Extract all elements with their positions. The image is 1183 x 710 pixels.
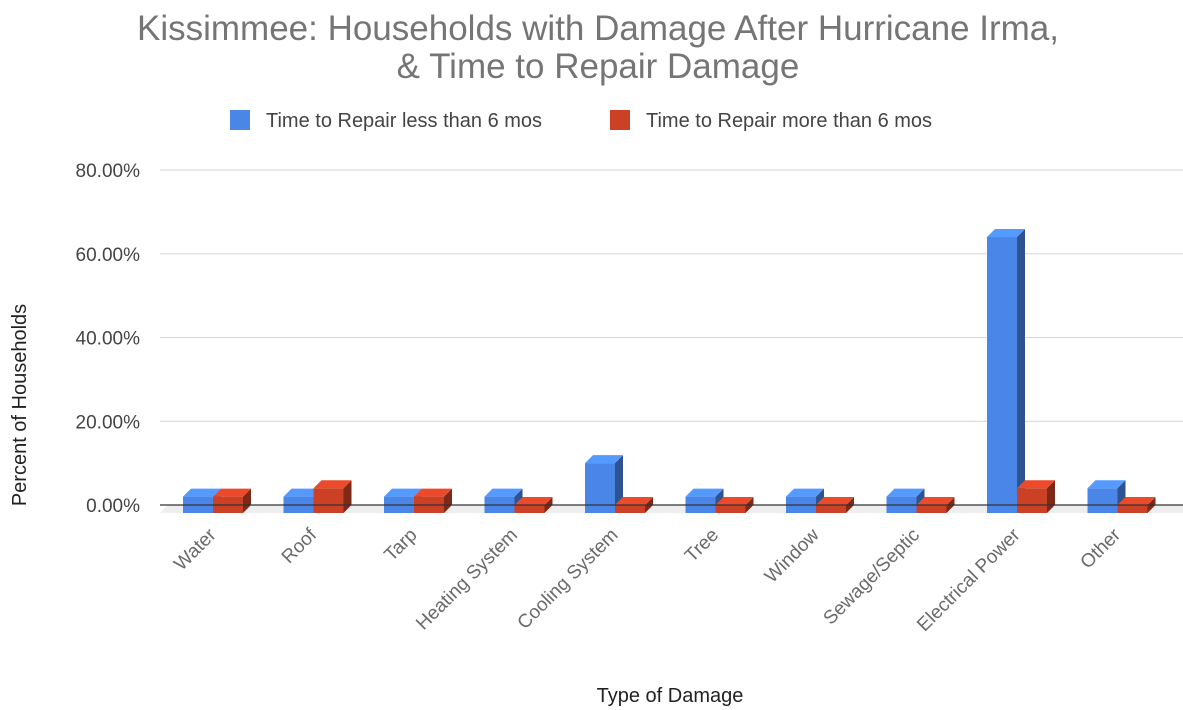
bar-electrical-power-less-than-6-mos — [987, 229, 1025, 513]
chart-title: Kissimmee: Households with Damage After … — [137, 9, 1059, 86]
bar-front — [816, 505, 846, 513]
x-tick-label-roof: Roof — [278, 524, 322, 568]
x-tick-label-water: Water — [170, 524, 221, 575]
legend-label-less-than-6-mos: Time to Repair less than 6 mos — [266, 110, 542, 132]
x-tick-label-tree: Tree — [681, 525, 723, 567]
x-tick-label-electrical-power: Electrical Power — [913, 524, 1025, 636]
bar-top — [685, 488, 724, 497]
y-tick-label: 20.00% — [76, 412, 141, 433]
bar-side — [1017, 229, 1025, 513]
bar-electrical-power-more-than-6-mos — [1017, 480, 1055, 513]
y-axis-title: Percent of Households — [9, 304, 31, 506]
y-tick-label: 0.00% — [86, 496, 140, 517]
legend: Time to Repair less than 6 mos Time to R… — [230, 110, 932, 132]
bar-side — [243, 488, 251, 513]
legend-swatch-less-than-6-mos — [230, 110, 250, 130]
bar-top — [183, 488, 221, 497]
y-tick-label: 60.00% — [76, 245, 141, 266]
bar-top — [484, 488, 523, 497]
bar-top — [384, 488, 422, 497]
y-axis-ticks: 0.00% 20.00% 40.00% 60.00% 80.00% — [76, 161, 141, 517]
legend-swatch-more-than-6-mos — [610, 110, 630, 130]
legend-label-more-than-6-mos: Time to Repair more than 6 mos — [646, 110, 932, 132]
bars — [183, 229, 1156, 513]
bar-front — [916, 505, 947, 513]
bar-front — [615, 505, 645, 513]
bar-top — [414, 488, 452, 497]
bar-roof-more-than-6-mos — [313, 480, 352, 513]
gridlines — [160, 169, 1183, 422]
chart-title-line-1: Kissimmee: Households with Damage After … — [137, 9, 1059, 48]
bar-front — [313, 488, 344, 513]
bar-top — [886, 488, 925, 497]
bar-front — [715, 505, 746, 513]
bar-top — [213, 488, 251, 497]
bar-top — [1117, 497, 1156, 505]
bar-front — [1087, 488, 1118, 513]
x-tick-label-cooling-system: Cooling System — [514, 525, 623, 634]
bar-top — [916, 497, 955, 505]
bar-top — [615, 497, 653, 505]
bar-top — [585, 455, 623, 464]
bar-side — [444, 488, 452, 513]
x-tick-label-sewage-septic: Sewage/Septic — [820, 525, 924, 629]
bar-front — [1017, 488, 1047, 513]
x-tick-label-tarp: Tarp — [381, 525, 422, 566]
bar-top — [715, 497, 754, 505]
bar-front — [514, 505, 545, 513]
x-tick-label-window: Window — [761, 524, 824, 587]
bar-side — [615, 455, 623, 513]
bar-top — [313, 480, 352, 489]
bar-top — [786, 488, 824, 497]
bar-water-more-than-6-mos — [213, 488, 251, 513]
y-tick-label: 40.00% — [76, 329, 141, 350]
bar-tarp-more-than-6-mos — [414, 488, 452, 513]
bar-top — [514, 497, 553, 505]
bar-top — [1017, 480, 1055, 489]
x-tick-label-other: Other — [1077, 524, 1126, 573]
bar-top — [816, 497, 854, 505]
chart-title-line-2: & Time to Repair Damage — [397, 47, 800, 86]
bar-front — [987, 237, 1017, 513]
y-tick-label: 80.00% — [76, 161, 141, 182]
x-axis-title: Type of Damage — [597, 685, 744, 707]
bar-top — [283, 488, 322, 497]
bar-front — [1117, 505, 1148, 513]
bar-top — [987, 229, 1025, 237]
bar-top — [1087, 480, 1126, 489]
x-tick-label-heating-system: Heating System — [412, 525, 522, 635]
